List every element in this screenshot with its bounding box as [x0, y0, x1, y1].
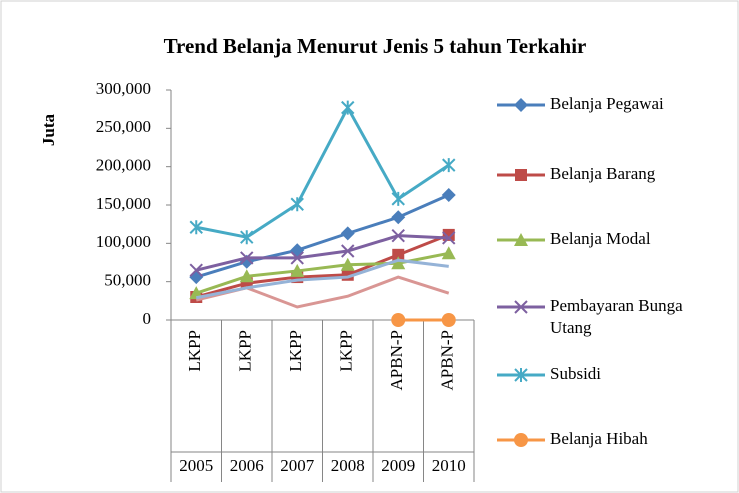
marker [441, 313, 456, 327]
marker [514, 300, 528, 314]
series [189, 228, 456, 277]
marker [290, 251, 304, 265]
marker [514, 98, 528, 112]
x-group-label: 2006 [230, 456, 264, 475]
x-tick-label: LKPP [337, 330, 356, 372]
legend-label: Pembayaran Bunga Utang [550, 296, 683, 337]
marker [189, 263, 203, 277]
x-tick-label: LKPP [236, 330, 255, 372]
marker [340, 257, 355, 271]
legend-item: Belanja Barang [497, 164, 656, 183]
series-line [195, 258, 449, 300]
marker [391, 210, 406, 225]
marker [240, 251, 254, 265]
marker [341, 100, 355, 115]
marker [290, 197, 304, 212]
marker [391, 228, 405, 243]
x-group-label: 2008 [331, 456, 365, 475]
marker [442, 158, 456, 173]
marker [391, 256, 406, 270]
legend-item: Belanja Pegawai [497, 94, 664, 113]
legend-label: Belanja Hibah [550, 429, 648, 448]
marker [239, 269, 254, 283]
x-group-label: 2009 [381, 456, 415, 475]
marker [290, 263, 305, 277]
series-line [195, 234, 449, 272]
marker [340, 226, 355, 241]
series [195, 258, 449, 300]
y-tick-label: 150,000 [96, 194, 151, 213]
marker [442, 231, 456, 245]
y-tick-label: 50,000 [104, 271, 151, 290]
marker [441, 188, 456, 203]
marker [514, 233, 528, 246]
x-tick-label: LKPP [286, 330, 305, 372]
marker [391, 191, 405, 206]
legend-label: Subsidi [550, 364, 601, 383]
legend-label: Belanja Pegawai [550, 94, 664, 113]
marker [240, 230, 254, 245]
marker [392, 248, 405, 261]
x-tick-label: APBN-P [438, 330, 457, 390]
x-tick-label: APBN-P [387, 330, 406, 390]
y-tick-label: 100,000 [96, 232, 151, 251]
y-tick-label: 300,000 [96, 79, 151, 98]
marker [514, 368, 528, 382]
y-tick-label: 250,000 [96, 117, 151, 136]
legend-item: Belanja Hibah [497, 429, 648, 448]
marker [341, 244, 355, 258]
marker [189, 220, 203, 235]
series-line [195, 104, 450, 239]
legend-item: Subsidi [497, 364, 601, 383]
x-group-label: 2005 [179, 456, 213, 475]
marker [514, 433, 528, 447]
chart-title: Trend Belanja Menurut Jenis 5 tahun Terk… [164, 34, 587, 58]
y-tick-label: 0 [143, 309, 152, 328]
series [391, 313, 456, 327]
series-line [195, 233, 450, 299]
series-line [195, 193, 450, 279]
legend-item: Pembayaran Bunga Utang [497, 296, 683, 337]
legend-item: Belanja Modal [497, 229, 651, 248]
x-group-label: 2007 [280, 456, 315, 475]
x-tick-label: LKPP [185, 330, 204, 372]
marker [515, 169, 527, 181]
y-tick-label: 200,000 [96, 156, 151, 175]
legend-label: Belanja Barang [550, 164, 656, 183]
x-group-label: 2010 [432, 456, 466, 475]
series [189, 100, 456, 245]
marker [441, 246, 456, 260]
marker [391, 313, 406, 327]
y-axis-label: Juta [39, 113, 58, 146]
legend-label: Belanja Modal [550, 229, 651, 248]
